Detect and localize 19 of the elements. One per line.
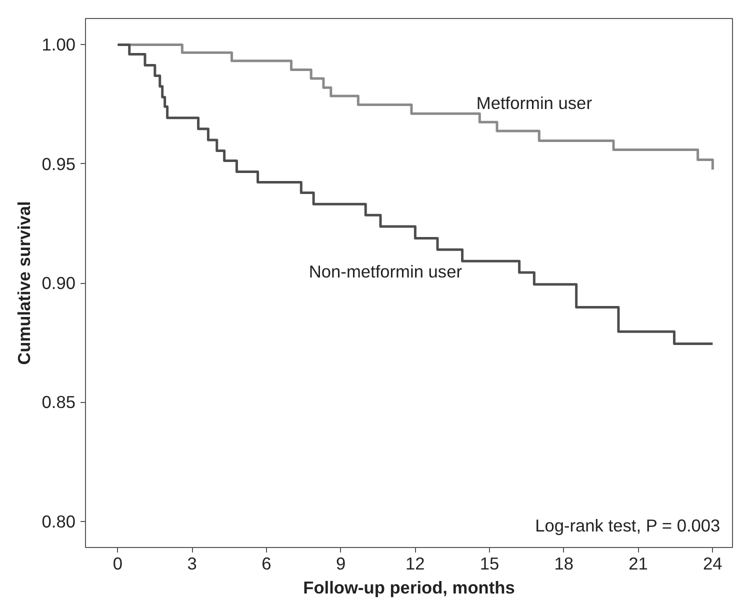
- x-tick-label: 12: [406, 554, 425, 574]
- series-label: Non-metformin user: [308, 262, 462, 282]
- x-tick-label: 3: [187, 554, 197, 574]
- series-label: Metformin user: [476, 92, 592, 113]
- x-tick-label: 0: [112, 554, 123, 574]
- x-tick-label: 18: [554, 554, 574, 574]
- y-tick-label: 0.90: [42, 273, 76, 293]
- y-axis-title: Cumulative survival: [14, 201, 34, 365]
- y-tick-label: 0.95: [42, 154, 76, 174]
- x-tick-label: 6: [262, 554, 272, 574]
- x-tick-label: 9: [336, 554, 346, 574]
- y-tick-label: 0.80: [42, 511, 76, 532]
- x-axis-title: Follow-up period, months: [303, 578, 515, 598]
- x-tick-label: 15: [480, 554, 500, 574]
- annotation: Log-rank test, P = 0.003: [535, 516, 720, 536]
- y-tick-label: 0.85: [42, 392, 76, 412]
- x-tick-label: 21: [628, 554, 648, 574]
- y-tick-label: 1.00: [42, 34, 76, 55]
- x-tick-label: 24: [703, 554, 723, 574]
